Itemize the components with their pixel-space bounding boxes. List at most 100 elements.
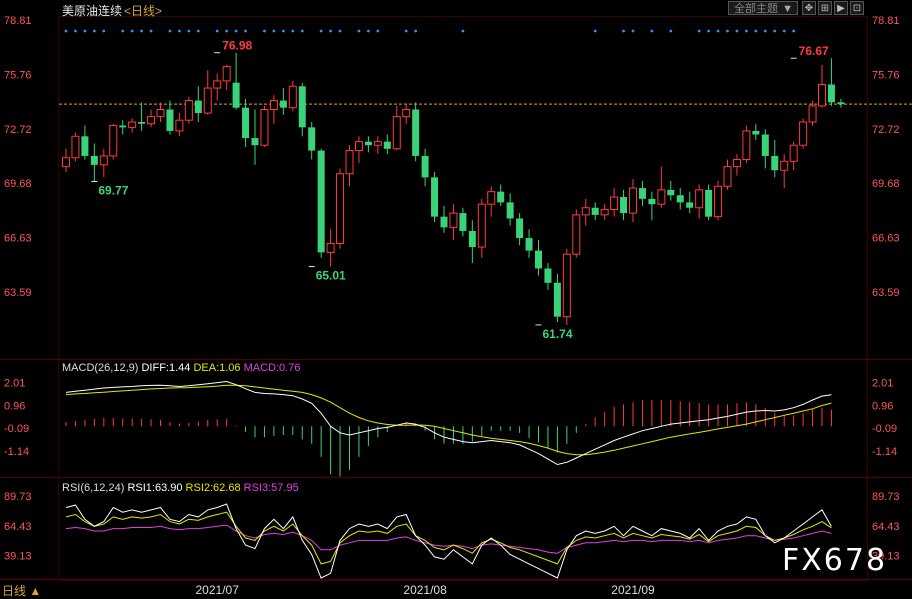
candle-body — [610, 196, 619, 211]
candle-body — [506, 202, 514, 219]
y-tick-label-left: 66.63 — [4, 233, 32, 245]
macd-y-tick-right: 0.96 — [872, 400, 893, 412]
macd-y-tick-right: 2.01 — [872, 377, 893, 389]
x-tick-label: 2021/08 — [403, 583, 447, 597]
rsi3-value: RSI3:57.95 — [243, 482, 299, 494]
period-label[interactable]: <日线> — [124, 4, 163, 18]
macd-y-tick-right: -1.14 — [872, 446, 897, 458]
signal-dot — [404, 29, 408, 33]
macd-y-tick-left: -1.14 — [4, 446, 29, 458]
period-tab[interactable]: 日线 ▲ — [2, 584, 42, 598]
signal-dot — [669, 29, 673, 33]
signal-dot — [726, 29, 729, 33]
candle-body — [119, 125, 127, 128]
candle-body — [459, 213, 467, 231]
crosshair-tool-button[interactable]: ✥ — [802, 1, 816, 15]
candle-body — [402, 108, 411, 118]
candle-body — [516, 218, 524, 239]
diff-line — [65, 380, 832, 466]
signal-dot — [130, 29, 134, 33]
candle-body — [780, 160, 789, 171]
y-tick-label-right: 78.81 — [872, 15, 900, 27]
signal-dot — [121, 29, 125, 33]
rsi-y-tick-left: 64.43 — [4, 521, 32, 533]
signal-dot — [102, 29, 106, 33]
candle-body — [808, 105, 817, 123]
candle-body — [695, 189, 704, 209]
signal-dot — [754, 29, 758, 33]
candle-body — [752, 130, 760, 135]
rsi-y-tick-right: 39.13 — [872, 551, 900, 563]
signal-dot — [338, 29, 342, 33]
candle-body — [288, 85, 297, 109]
candle-body — [269, 100, 278, 110]
candle-body — [620, 197, 628, 214]
signal-dot — [196, 29, 200, 33]
candle-body — [308, 127, 316, 151]
macd-title: MACD(26,12,9) — [62, 362, 139, 374]
candle-body — [412, 109, 420, 156]
candle-body — [676, 195, 684, 203]
candle-body — [714, 185, 723, 218]
rsi-y-tick-right: 64.43 — [872, 521, 900, 533]
candle-body — [629, 187, 637, 214]
candle-body — [128, 121, 137, 128]
rsi3-line — [65, 524, 832, 554]
signal-dot — [83, 29, 87, 33]
rsi-y-tick-left: 39.13 — [4, 551, 32, 563]
macd-legend: MACD(26,12,9) DIFF:1.44 DEA:1.06 MACD:0.… — [62, 362, 300, 374]
theme-dropdown-label: 全部主题 — [734, 3, 778, 15]
candle-body — [572, 214, 581, 255]
play-tool-button[interactable]: ▶ — [834, 1, 848, 15]
candle-body — [535, 250, 542, 269]
signal-dot — [622, 29, 625, 33]
candle-body — [827, 84, 835, 103]
candle-body — [771, 155, 779, 171]
signal-dot — [272, 29, 276, 33]
candle-body — [213, 80, 222, 89]
window-tool-button[interactable]: ⊡ — [850, 1, 864, 15]
signal-dot — [357, 29, 361, 33]
signal-dot — [281, 29, 285, 33]
signal-dot — [650, 29, 654, 33]
y-tick-label-left: 75.76 — [4, 69, 32, 81]
chevron-down-icon: ▼ — [782, 3, 793, 15]
y-tick-label-right: 63.59 — [872, 287, 900, 299]
signal-dot — [782, 29, 786, 33]
candle-body — [686, 202, 694, 208]
candle-body — [326, 242, 335, 253]
theme-dropdown[interactable]: 全部主题 ▼ — [728, 1, 798, 15]
y-tick-label-left: 72.72 — [4, 124, 32, 136]
candle-body — [723, 166, 732, 187]
candle-body — [222, 66, 231, 82]
candle-body — [354, 141, 363, 152]
candle-body — [90, 155, 98, 165]
candle-body — [203, 87, 212, 114]
candle-body — [477, 203, 486, 248]
candle-body — [638, 188, 646, 199]
layout-tool-button[interactable]: ⊞ — [818, 1, 832, 15]
rsi-legend: RSI(6,12,24) RSI1:63.90 RSI2:62.68 RSI3:… — [62, 482, 299, 494]
candle-body — [667, 189, 675, 196]
dea-line — [65, 384, 832, 456]
rsi-y-tick-left: 89.73 — [4, 491, 32, 503]
y-tick-label-left: 78.81 — [4, 15, 32, 27]
candle-body — [449, 212, 458, 228]
signal-dot — [697, 29, 701, 33]
candle-body — [373, 141, 382, 146]
candle-body — [147, 116, 156, 125]
candle-body — [591, 207, 599, 215]
candle-body — [837, 102, 845, 105]
signal-dot — [140, 29, 144, 33]
signal-dot — [745, 29, 748, 33]
signal-dot — [74, 29, 77, 33]
candle-body — [440, 216, 448, 228]
macd-dea-value: DEA:1.06 — [193, 362, 241, 374]
candle-body — [194, 100, 202, 114]
signal-dot — [187, 29, 191, 33]
candle-body — [600, 209, 609, 216]
rsi1-line — [65, 503, 832, 579]
candle-body — [818, 83, 826, 107]
high-annotation: 76.67 — [799, 44, 829, 58]
